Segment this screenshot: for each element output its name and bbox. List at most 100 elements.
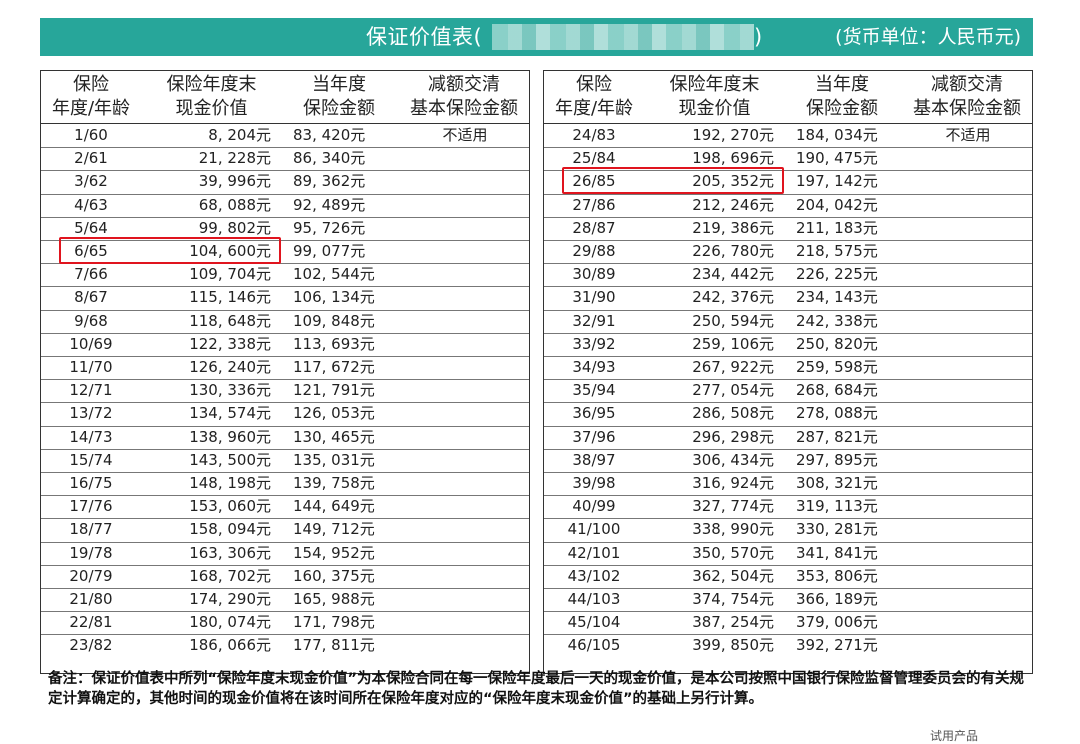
cell-policy-year-age: 22/81 <box>69 613 113 632</box>
cell-sum-insured: 89, 362元 <box>293 172 366 191</box>
footnote: 备注：保证价值表中所列“保险年度末现金价值”为本保险合同在每一保险年度最后一天的… <box>48 671 1025 707</box>
table-row: 17/76 153, 060元 144, 649元 <box>41 495 529 520</box>
cell-cash-value: 338, 990元 <box>692 520 774 539</box>
table-row: 14/73 138, 960元 130, 465元 <box>41 426 529 450</box>
header-sum-insured: 当年度 保险金额 <box>303 74 375 119</box>
cell-policy-year-age: 41/100 <box>567 520 621 539</box>
table-row: 1/60 8, 204元 83, 420元 不适用 <box>41 124 529 149</box>
cell-sum-insured: 139, 758元 <box>293 474 375 492</box>
table-row: 42/101 350, 570元 341, 841元 <box>544 542 1032 566</box>
currency-unit-label: (货币单位：人民币元) <box>835 26 1021 48</box>
cell-sum-insured: 135, 031元 <box>293 450 375 469</box>
cell-policy-year-age: 28/87 <box>572 218 616 237</box>
header-cash-value: 保险年度末 现金价值 <box>166 74 257 119</box>
table-row: 39/98 316, 924元 308, 321元 <box>544 472 1032 497</box>
cell-policy-year-age: 26/85 <box>572 172 616 191</box>
cell-sum-insured: 126, 053元 <box>293 404 375 423</box>
cell-cash-value: 118, 648元 <box>189 311 271 330</box>
cell-sum-insured: 341, 841元 <box>796 543 878 562</box>
cell-policy-year-age: 24/83 <box>572 126 616 144</box>
table-row: 7/66 109, 704元 102, 544元 <box>41 263 529 288</box>
cell-cash-value: 130, 336元 <box>189 381 271 400</box>
cell-cash-value: 387, 254元 <box>692 613 774 632</box>
cell-sum-insured: 330, 281元 <box>796 520 878 539</box>
cell-sum-insured: 259, 598元 <box>796 358 878 376</box>
cell-policy-year-age: 11/70 <box>69 358 113 376</box>
cell-sum-insured: 197, 142元 <box>796 172 878 191</box>
cell-policy-year-age: 39/98 <box>572 474 616 492</box>
cell-sum-insured: 149, 712元 <box>293 520 375 539</box>
right-value-table: 保险 年度/年龄 保险年度末 现金价值 当年度 保险金额 减额交清 基本保险金额 24/… <box>543 70 1033 674</box>
table-row: 15/74 143, 500元 135, 031元 <box>41 449 529 473</box>
cell-policy-year-age: 19/78 <box>69 543 113 562</box>
cell-sum-insured: 86, 340元 <box>293 149 366 168</box>
cell-policy-year-age: 14/73 <box>69 427 113 446</box>
cell-cash-value: 143, 500元 <box>189 450 271 469</box>
cell-sum-insured: 242, 338元 <box>796 311 878 330</box>
cell-policy-year-age: 18/77 <box>69 520 113 539</box>
table-row: 41/100 338, 990元 330, 281元 <box>544 518 1032 543</box>
cell-cash-value: 277, 054元 <box>692 381 774 400</box>
table-row: 23/82 186, 066元 177, 811元 <box>41 634 529 657</box>
cell-cash-value: 399, 850元 <box>692 636 774 655</box>
cell-sum-insured: 130, 465元 <box>293 427 375 446</box>
table-row: 28/87 219, 386元 211, 183元 <box>544 217 1032 241</box>
cell-policy-year-age: 8/67 <box>74 288 108 307</box>
cell-policy-year-age: 1/60 <box>74 126 108 144</box>
cell-sum-insured: 190, 475元 <box>796 149 878 168</box>
cell-policy-year-age: 25/84 <box>572 149 616 168</box>
cell-cash-value: 99, 802元 <box>198 218 271 237</box>
cell-cash-value: 250, 594元 <box>692 311 774 330</box>
table-row: 25/84 198, 696元 190, 475元 <box>544 147 1032 172</box>
cell-policy-year-age: 40/99 <box>572 497 616 516</box>
cell-cash-value: 212, 246元 <box>692 195 774 214</box>
cell-cash-value: 205, 352元 <box>692 172 774 191</box>
cell-sum-insured: 226, 225元 <box>796 265 878 284</box>
cell-sum-insured: 379, 006元 <box>796 613 878 632</box>
cell-policy-year-age: 13/72 <box>69 404 113 423</box>
cell-cash-value: 8, 204元 <box>208 126 271 144</box>
table-row: 11/70 126, 240元 117, 672元 <box>41 356 529 381</box>
cell-sum-insured: 160, 375元 <box>293 566 375 585</box>
cell-cash-value: 138, 960元 <box>189 427 271 446</box>
cell-sum-insured: 204, 042元 <box>796 195 878 214</box>
cell-policy-year-age: 6/65 <box>74 242 108 260</box>
cell-sum-insured: 154, 952元 <box>293 543 375 562</box>
header-cash-value: 保险年度末 现金价值 <box>669 74 760 119</box>
cell-cash-value: 350, 570元 <box>692 543 774 562</box>
table-row: 5/64 99, 802元 95, 726元 <box>41 217 529 241</box>
table-row: 32/91 250, 594元 242, 338元 <box>544 310 1032 334</box>
cell-sum-insured: 99, 077元 <box>293 242 366 260</box>
cell-policy-year-age: 34/93 <box>572 358 616 376</box>
cell-cash-value: 198, 696元 <box>692 149 774 168</box>
table-row: 10/69 122, 338元 113, 693元 <box>41 333 529 357</box>
cell-policy-year-age: 3/62 <box>74 172 108 191</box>
table-row: 46/105 399, 850元 392, 271元 <box>544 634 1032 657</box>
table-row: 4/63 68, 088元 92, 489元 <box>41 194 529 218</box>
table-row: 44/103 374, 754元 366, 189元 <box>544 588 1032 613</box>
table-row: 21/80 174, 290元 165, 988元 <box>41 588 529 613</box>
cell-policy-year-age: 23/82 <box>69 636 113 655</box>
cell-policy-year-age: 12/71 <box>69 381 113 400</box>
cell-sum-insured: 165, 988元 <box>293 590 375 608</box>
cell-policy-year-age: 17/76 <box>69 497 113 516</box>
table-title-banner: 保证价值表( ) (货币单位：人民币元) <box>40 18 1033 56</box>
cell-cash-value: 134, 574元 <box>189 404 271 423</box>
cell-cash-value: 259, 106元 <box>692 334 774 353</box>
cell-sum-insured: 308, 321元 <box>796 474 878 492</box>
table-header: 保险 年度/年龄 保险年度末 现金价值 当年度 保险金额 减额交清 基本保险金额 <box>544 71 1032 124</box>
cell-policy-year-age: 10/69 <box>69 334 113 353</box>
header-reduced-paid-up: 减额交清 基本保险金额 <box>913 74 1021 119</box>
table-row: 38/97 306, 434元 297, 895元 <box>544 449 1032 473</box>
cell-policy-year-age: 38/97 <box>572 450 616 469</box>
cell-cash-value: 186, 066元 <box>189 636 271 655</box>
header-reduced-paid-up: 减额交清 基本保险金额 <box>410 74 518 119</box>
cell-sum-insured: 109, 848元 <box>293 311 375 330</box>
cell-cash-value: 115, 146元 <box>189 288 271 307</box>
cell-sum-insured: 234, 143元 <box>796 288 878 307</box>
table-row: 20/79 168, 702元 160, 375元 <box>41 565 529 589</box>
highlight-box <box>59 237 281 264</box>
cell-cash-value: 327, 774元 <box>692 497 774 516</box>
table-row: 27/86 212, 246元 204, 042元 <box>544 194 1032 218</box>
table-row: 30/89 234, 442元 226, 225元 <box>544 263 1032 288</box>
